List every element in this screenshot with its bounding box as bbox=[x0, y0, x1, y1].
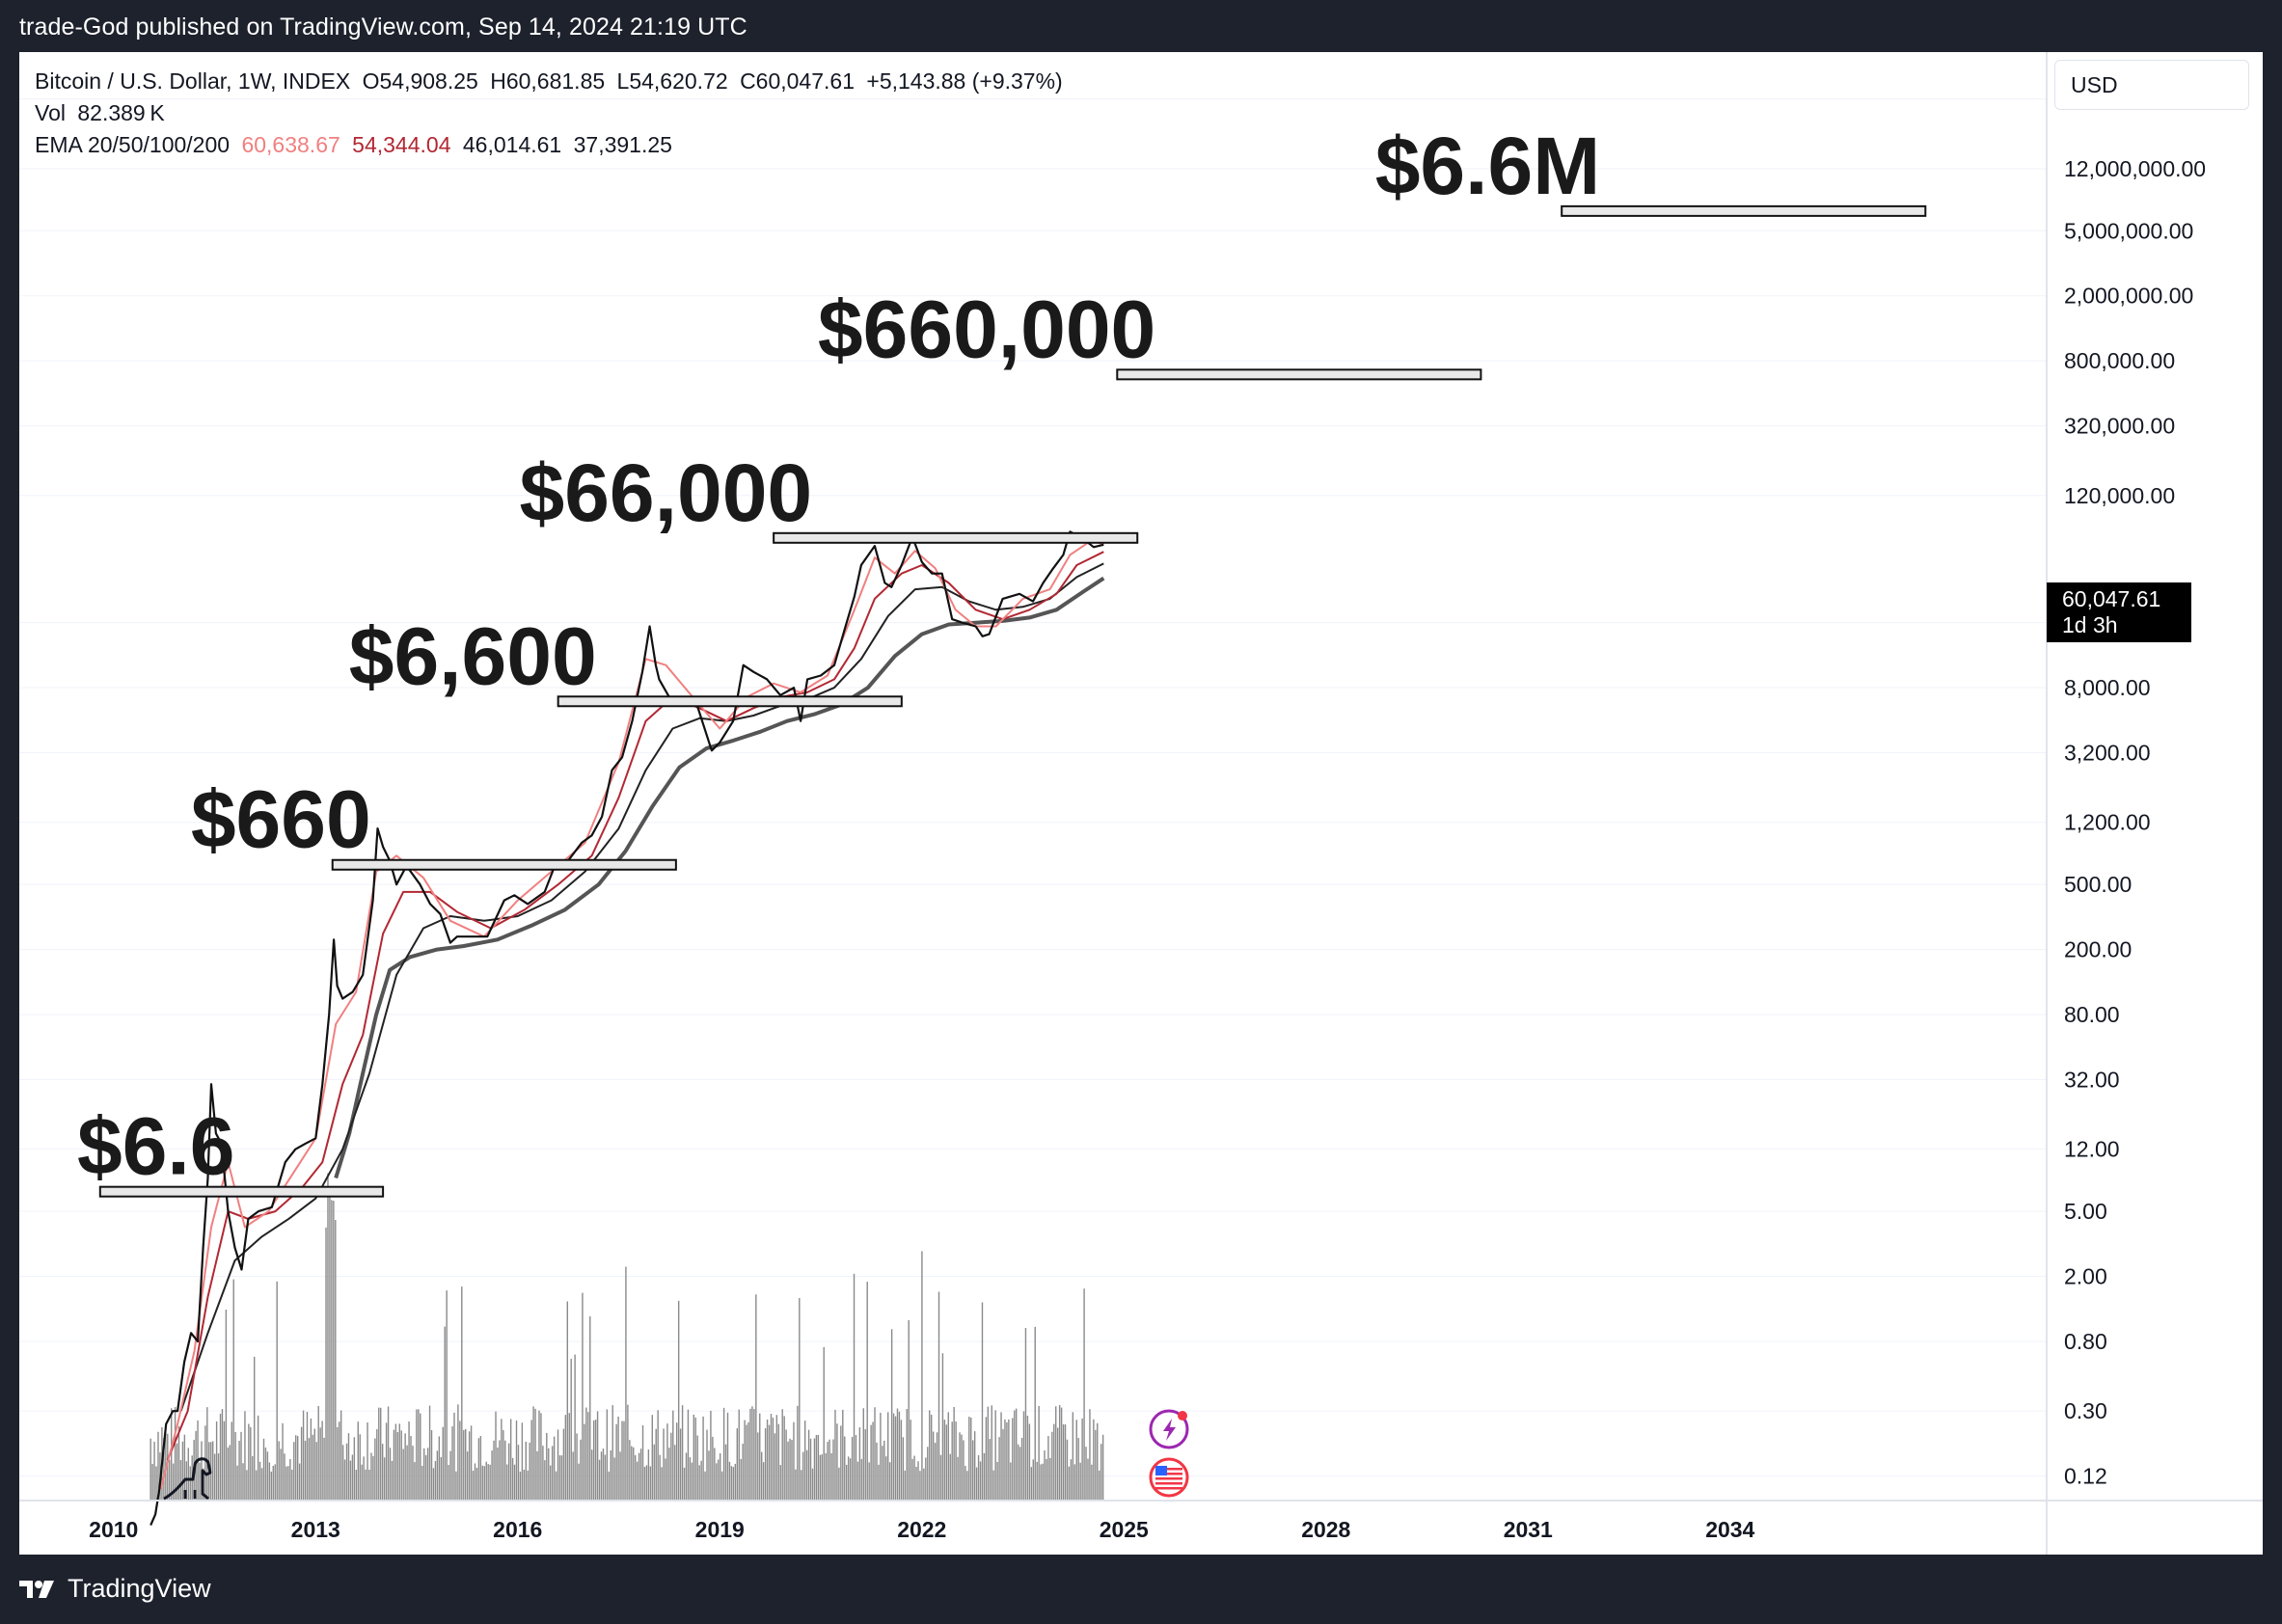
series-ema-20 bbox=[159, 540, 1104, 1490]
level-box[interactable] bbox=[331, 858, 677, 871]
legend-ema-50-value: 54,344.04 bbox=[352, 132, 451, 157]
last-price-value: 60,047.61 bbox=[2062, 586, 2161, 611]
y-tick-label: 2.00 bbox=[2064, 1264, 2107, 1289]
level-label: $6.6M bbox=[1375, 121, 1600, 211]
lightning-icon[interactable] bbox=[1149, 1409, 1189, 1449]
currency-selector[interactable]: USD bbox=[2054, 60, 2249, 110]
level-box[interactable] bbox=[557, 695, 903, 708]
y-tick-label: 5.00 bbox=[2064, 1199, 2107, 1224]
x-tick-label: 2031 bbox=[1504, 1517, 1553, 1542]
y-tick-label: 80.00 bbox=[2064, 1002, 2120, 1027]
y-tick-label: 320,000.00 bbox=[2064, 414, 2175, 439]
chart-frame: $6.6$660$6,600$66,000$660,000$6.6M 32,00… bbox=[19, 52, 2263, 1555]
y-tick-label: 0.80 bbox=[2064, 1329, 2107, 1354]
series-ema-200 bbox=[334, 576, 1105, 1179]
y-tick-label: 8,000.00 bbox=[2064, 675, 2151, 700]
y-tick-label: 12,000,000.00 bbox=[2064, 156, 2206, 181]
ema-100-line bbox=[179, 562, 1104, 1412]
level-label: $66,000 bbox=[519, 447, 812, 538]
y-tick-label: 0.12 bbox=[2064, 1464, 2107, 1489]
last-price-tag: 60,047.61 1d 3h bbox=[2047, 582, 2191, 642]
y-tick-label: 5,000,000.00 bbox=[2064, 218, 2193, 243]
level-label: $660,000 bbox=[818, 284, 1155, 374]
us-flag-icon[interactable] bbox=[1149, 1457, 1189, 1498]
volume-bars bbox=[149, 1173, 1104, 1501]
legend-ohlc-row: Bitcoin / U.S. Dollar, 1W, INDEX O54,908… bbox=[35, 66, 1069, 97]
legend-high: H60,681.85 bbox=[490, 68, 606, 94]
level-label: $6.6 bbox=[77, 1101, 235, 1192]
level-box[interactable] bbox=[98, 1185, 385, 1198]
x-tick-label: 2010 bbox=[89, 1517, 138, 1542]
series-price bbox=[149, 530, 1104, 1527]
ema-200-line bbox=[334, 576, 1105, 1179]
annotations: $6.6 $660 $6,600 $66,000$660,000 $6.6M bbox=[77, 121, 1927, 1198]
dino-icon bbox=[163, 1457, 212, 1501]
x-tick-label: 2028 bbox=[1301, 1517, 1350, 1542]
legend-low: L54,620.72 bbox=[616, 68, 728, 94]
legend-change: +5,143.88 (+9.37%) bbox=[866, 68, 1063, 94]
chart-canvas[interactable]: $6.6$660$6,600$66,000$660,000$6.6M 32,00… bbox=[19, 52, 2263, 1555]
legend-volume-row: Vol 82.389 K bbox=[35, 97, 1069, 129]
y-tick-label: 32.00 bbox=[2064, 1067, 2120, 1092]
y-tick-label: 0.30 bbox=[2064, 1398, 2107, 1423]
grid-lines bbox=[19, 98, 2047, 1477]
y-tick-label: 12.00 bbox=[2064, 1137, 2120, 1162]
y-tick-label: 2,000,000.00 bbox=[2064, 284, 2193, 309]
y-tick-label: 120,000.00 bbox=[2064, 483, 2175, 508]
legend-ema-20-value: 60,638.67 bbox=[241, 132, 340, 157]
level-box[interactable] bbox=[773, 531, 1139, 544]
level-label: $6,600 bbox=[349, 610, 597, 701]
legend-ema-200-value: 37,391.25 bbox=[573, 132, 672, 157]
x-tick-label: 2034 bbox=[1705, 1517, 1754, 1542]
chart-icons bbox=[163, 1409, 1189, 1501]
x-tick-label: 2022 bbox=[897, 1517, 946, 1542]
level-box[interactable] bbox=[1561, 204, 1927, 217]
x-tick-label: 2025 bbox=[1100, 1517, 1149, 1542]
series-ema-100 bbox=[179, 562, 1104, 1412]
legend-close: C60,047.61 bbox=[740, 68, 855, 94]
legend-symbol[interactable]: Bitcoin / U.S. Dollar, 1W, INDEX bbox=[35, 68, 351, 94]
ema-20-line bbox=[159, 540, 1104, 1490]
legend-vol-label[interactable]: Vol bbox=[35, 100, 66, 125]
y-tick-label: 800,000.00 bbox=[2064, 348, 2175, 373]
y-tick-label: 200.00 bbox=[2064, 937, 2132, 962]
footer-brand: TradingView bbox=[68, 1574, 211, 1603]
x-tick-label: 2019 bbox=[695, 1517, 745, 1542]
y-tick-label: 3,200.00 bbox=[2064, 741, 2151, 766]
y-tick-label: 500.00 bbox=[2064, 872, 2132, 897]
tradingview-logo-icon bbox=[19, 1580, 54, 1598]
level-box[interactable] bbox=[1116, 368, 1482, 381]
legend-vol-value: 82.389 K bbox=[77, 100, 165, 125]
legend-ema-label[interactable]: EMA 20/50/100/200 bbox=[35, 132, 231, 157]
legend-open: O54,908.25 bbox=[362, 68, 478, 94]
level-label: $660 bbox=[191, 774, 371, 865]
x-tick-label: 2013 bbox=[291, 1517, 340, 1542]
x-tick-label: 2016 bbox=[493, 1517, 542, 1542]
legend-ema-row: EMA 20/50/100/200 60,638.67 54,344.04 46… bbox=[35, 129, 1069, 161]
legend: Bitcoin / U.S. Dollar, 1W, INDEX O54,908… bbox=[35, 66, 1069, 161]
tradingview-footer[interactable]: TradingView bbox=[19, 1574, 211, 1604]
y-tick-label: 1,200.00 bbox=[2064, 810, 2151, 835]
legend-ema-100-value: 46,014.61 bbox=[462, 132, 562, 157]
price-line bbox=[149, 530, 1104, 1527]
publish-info: trade-God published on TradingView.com, … bbox=[19, 14, 747, 41]
bar-countdown: 1d 3h bbox=[2062, 612, 2118, 637]
